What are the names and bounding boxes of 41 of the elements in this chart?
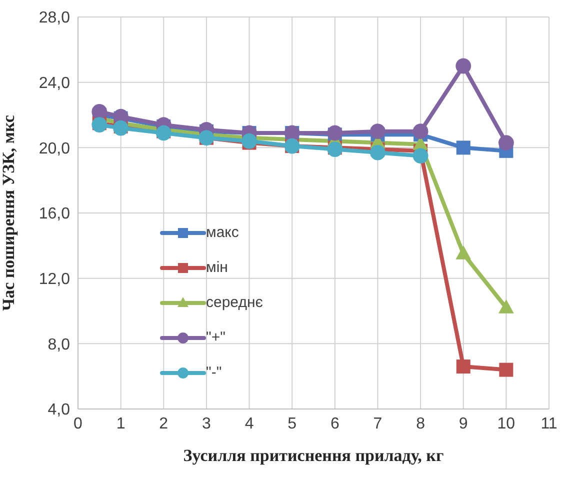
x-tick-label: 6	[330, 415, 340, 432]
legend-label: "-"	[206, 364, 222, 381]
x-tick-label: 9	[458, 415, 468, 432]
y-tick-label: 24,0	[38, 75, 70, 92]
x-tick-label: 1	[116, 415, 126, 432]
x-tick-label: 5	[288, 415, 297, 432]
point	[498, 135, 514, 150]
legend-label: мін	[206, 259, 228, 276]
point	[156, 125, 172, 141]
point	[412, 148, 428, 164]
legend-label: макс	[206, 224, 239, 241]
point	[498, 299, 514, 314]
x-tick-label: 11	[540, 415, 558, 432]
point	[456, 58, 472, 74]
y-tick-label: 16,0	[38, 206, 70, 223]
point	[370, 144, 386, 160]
y-tick-label: 12,0	[38, 271, 70, 288]
x-tick-label: 4	[244, 415, 254, 432]
y-tick-label: 28,0	[38, 10, 70, 27]
x-tick-label: 7	[373, 415, 382, 432]
point	[499, 362, 514, 377]
point	[113, 120, 129, 136]
point	[370, 124, 386, 140]
point	[456, 360, 470, 374]
point	[92, 104, 108, 120]
y-tick-label: 8,0	[48, 336, 70, 354]
legend-label: "+"	[206, 329, 226, 346]
y-tick-label: 20,0	[38, 140, 70, 158]
x-tick-label: 10	[497, 415, 516, 432]
x-tick-label: 3	[202, 415, 211, 432]
x-tick-label: 0	[74, 415, 83, 432]
x-tick-label: 2	[159, 415, 168, 432]
y-axis-title: Час поширення УЗК, мкс	[0, 114, 18, 311]
x-axis-title: Зусилля притиснення приладу, кг	[183, 446, 444, 465]
y-tick-label: 4,0	[48, 402, 70, 419]
point	[327, 125, 343, 141]
point	[456, 245, 472, 260]
legend-label: середнє	[206, 294, 263, 311]
point	[456, 140, 470, 155]
point	[412, 124, 428, 140]
x-tick-label: 8	[416, 415, 426, 432]
